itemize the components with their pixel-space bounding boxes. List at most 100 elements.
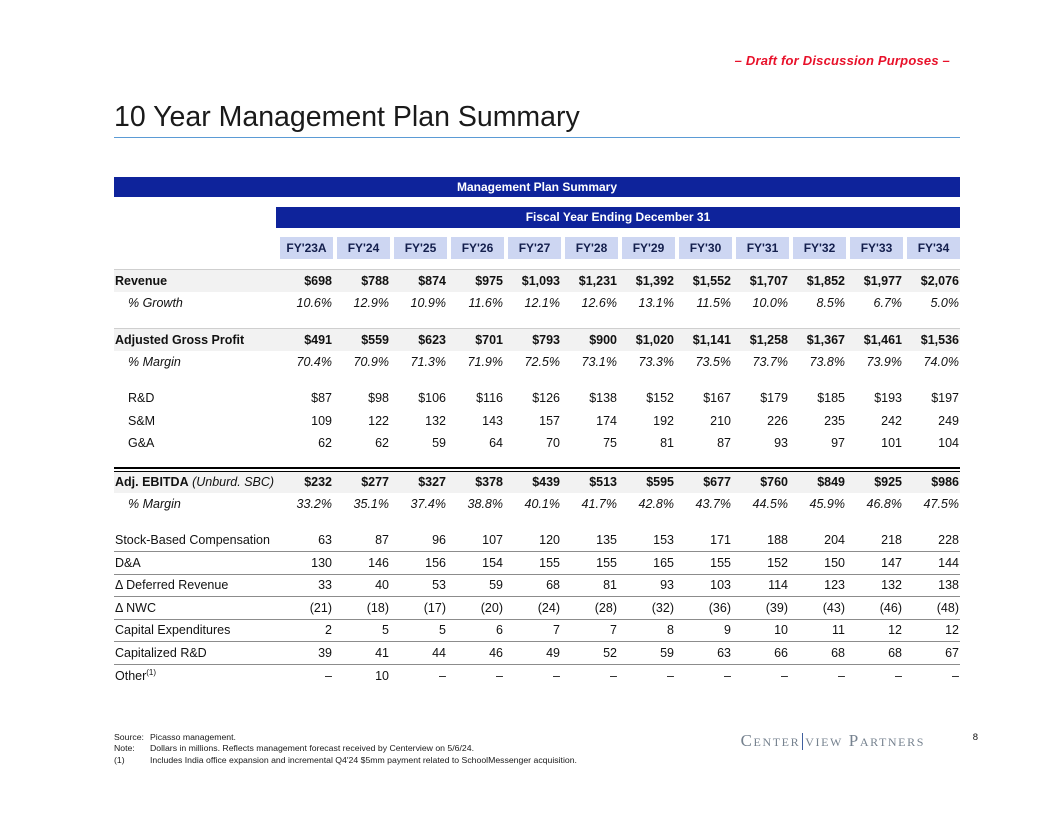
footnote-1-text: Includes India office expansion and incr… [150,754,577,765]
note-text: Dollars in millions. Reflects management… [150,743,474,754]
column-header-row: FY'23A FY'24 FY'25 FY'26 FY'27 FY'28 FY'29 FY'3… [114,237,960,259]
table-cell: 93 [660,578,674,593]
table-cell: 39 [318,645,332,660]
table-cell: – [667,668,674,683]
table-cell: $701 [475,332,503,347]
table-cell: 157 [539,413,560,428]
table-cell: $677 [703,475,731,490]
table-cell: 35.1% [353,497,389,512]
logo-left-text: Center [740,731,801,750]
logo-divider-bar [802,732,804,750]
row-spacer [114,314,960,328]
row-spacer [114,373,960,387]
table-cell: 235 [824,413,845,428]
table-cell: 165 [653,555,674,570]
table-cell: 41.7% [581,497,617,512]
table-cell: 155 [710,555,731,570]
table-cell: 49 [546,645,560,660]
table-cell: $986 [931,475,959,490]
table-cell: – [325,668,332,683]
table-cell: $595 [646,475,674,490]
table-cell: $193 [874,391,902,406]
table-cell: 7 [553,623,560,638]
table-cell: 40.1% [524,497,560,512]
table-cell: $167 [703,391,731,406]
table-cell: 81 [660,436,674,451]
fiscal-year-banner: Fiscal Year Ending December 31 [276,207,960,228]
table-cell: $874 [418,273,446,288]
table-cell: $1,020 [635,332,674,347]
table-cell: 104 [938,436,959,451]
table-cell: – [610,668,617,683]
table-cell: 9 [724,623,731,638]
table-cell: $1,392 [635,273,674,288]
table-cell: $185 [817,391,845,406]
table-cell: 71.3% [410,354,446,369]
table-cell: 73.1% [581,354,617,369]
table-cell: 52 [603,645,617,660]
table-cell: $1,707 [749,273,788,288]
table-cell: 47.5% [923,497,959,512]
table-cell: 67 [945,645,959,660]
table-cell: 132 [425,413,446,428]
table-cell: $1,977 [863,273,902,288]
row-label: % Margin [128,497,181,512]
table-cell: 43.7% [695,497,731,512]
table-row: R&D $87 $98 $106 $116 $126 $138 $152 $167 $179 $18… [114,387,960,410]
table-cell: 12.1% [524,295,560,310]
column-header: FY'32 [793,237,846,259]
table-cell: $900 [589,332,617,347]
table-cell: – [496,668,503,683]
table-cell: 73.5% [695,354,731,369]
table-cell: (28) [594,600,617,615]
table-body: Revenue $698 $788 $874 $975 $1,093 $1,231 $1,39… [114,269,960,687]
table-cell: 37.4% [410,497,446,512]
table-cell: 46 [489,645,503,660]
table-cell: 101 [881,436,902,451]
table-cell: 156 [425,555,446,570]
title-rule [114,137,960,138]
table-cell: 73.7% [752,354,788,369]
table-cell: $232 [304,475,332,490]
table-cell: $116 [476,391,503,406]
table-cell: 75 [603,436,617,451]
table-cell: 10 [774,623,788,638]
table-cell: 74.0% [923,354,959,369]
table-row: % Margin 33.2% 35.1% 37.4% 38.8% 40.1% 41.7% 42… [114,493,960,516]
table-cell: 5.0% [930,295,960,310]
table-cell: 53 [432,578,446,593]
table-cell: $1,093 [521,273,560,288]
table-cell: 123 [824,578,845,593]
row-label: Capitalized R&D [115,645,207,660]
column-header: FY'23A [280,237,333,259]
row-label: Adjusted Gross Profit [115,332,245,347]
table-cell: 249 [938,413,959,428]
table-cell: $106 [418,391,446,406]
page-title: 10 Year Management Plan Summary [114,101,580,133]
table-cell: 103 [710,578,731,593]
table-row: Stock-Based Compensation 63 87 96 107 120 135 1… [114,530,960,552]
column-header: FY'30 [679,237,732,259]
table-row: Other(1) – 10 – – – – – – – – – – [114,665,960,688]
column-header: FY'33 [850,237,903,259]
table-cell: 70 [546,436,560,451]
table-row: Capital Expenditures 2 5 5 6 7 7 8 9 10 11 12 12 [114,620,960,642]
row-label: Stock-Based Compensation [115,533,270,548]
table-cell: – [838,668,845,683]
table-cell: 59 [660,645,674,660]
row-label: % Margin [128,354,181,369]
column-header: FY'25 [394,237,447,259]
table-cell: 41 [375,645,389,660]
row-label: Revenue [115,273,168,288]
table-cell: $197 [931,391,959,406]
table-cell: $1,367 [806,332,845,347]
table-row: Capitalized R&D 39 41 44 46 49 52 59 63 66 68 68 67 [114,642,960,665]
table-cell: 10.9% [410,295,446,310]
table-row: Δ Deferred Revenue 33 40 53 59 68 81 93 103 114 12… [114,575,960,597]
table-cell: 44.5% [752,497,788,512]
table-cell: 155 [539,555,560,570]
row-label: Other(1) [115,667,157,683]
table-cell: – [724,668,731,683]
table-cell: 114 [768,578,788,593]
